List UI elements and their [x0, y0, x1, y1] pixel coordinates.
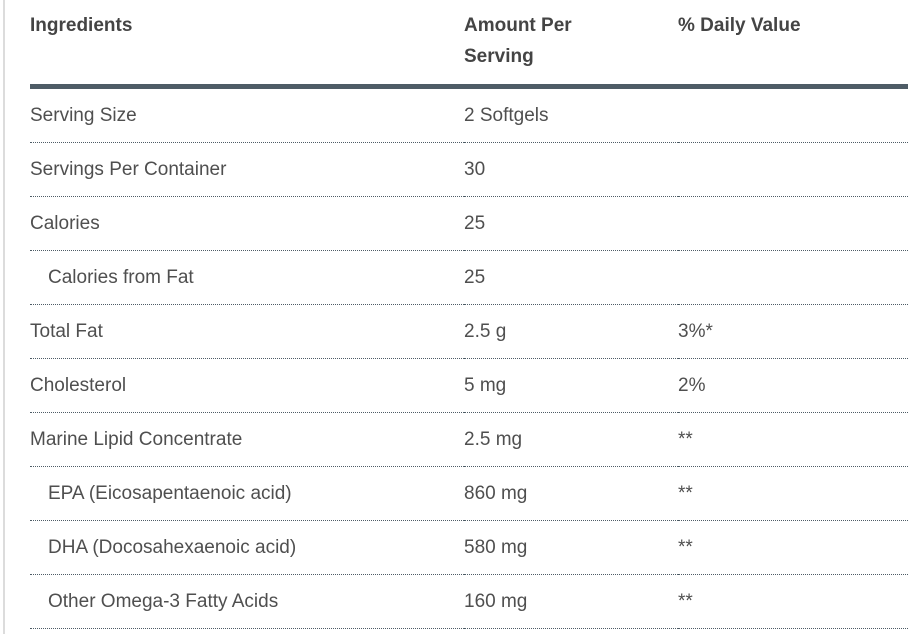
- amount-cell: 580 mg: [464, 520, 678, 575]
- ingredient-cell: Calories: [30, 196, 464, 251]
- table-row: Total Fat 2.5 g 3%*: [30, 304, 908, 359]
- ingredient-cell: DHA (Docosahexaenoic acid): [30, 520, 464, 575]
- daily-value-cell: [678, 86, 908, 143]
- column-header-daily-value-label: % Daily Value: [678, 15, 801, 36]
- daily-value-cell: **: [678, 520, 908, 575]
- table-row: Servings Per Container 30: [30, 142, 908, 197]
- daily-value-cell: [678, 250, 908, 305]
- left-divider-rule: [3, 0, 5, 634]
- table-row: EPA (Eicosapentaenoic acid) 860 mg **: [30, 466, 908, 521]
- ingredient-cell: EPA (Eicosapentaenoic acid): [30, 466, 464, 521]
- daily-value-cell: [678, 142, 908, 197]
- daily-value-cell: **: [678, 466, 908, 521]
- ingredient-cell: Other Omega-3 Fatty Acids: [30, 574, 464, 629]
- amount-cell: 160 mg: [464, 574, 678, 629]
- ingredient-cell: Calories from Fat: [30, 250, 464, 305]
- amount-cell: 25: [464, 250, 678, 305]
- table-row: Calories from Fat 25: [30, 250, 908, 305]
- column-header-ingredients-label: Ingredients: [30, 15, 133, 36]
- amount-cell: 25: [464, 196, 678, 251]
- ingredient-cell: Serving Size: [30, 86, 464, 143]
- amount-cell: 2.5 g: [464, 304, 678, 359]
- column-header-ingredients: Ingredients: [30, 0, 464, 89]
- table-row: Calories 25: [30, 196, 908, 251]
- ingredient-cell: Servings Per Container: [30, 142, 464, 197]
- table-row: DHA (Docosahexaenoic acid) 580 mg **: [30, 520, 908, 575]
- header-row: Ingredients Amount Per Serving % Daily V…: [30, 0, 908, 89]
- amount-cell: 30: [464, 142, 678, 197]
- table-row: Other Omega-3 Fatty Acids 160 mg **: [30, 574, 908, 629]
- daily-value-cell: **: [678, 574, 908, 629]
- table-row: Marine Lipid Concentrate 2.5 mg **: [30, 412, 908, 467]
- daily-value-cell: [678, 196, 908, 251]
- table-row: Cholesterol 5 mg 2%: [30, 358, 908, 413]
- column-header-amount-per-serving-label: Amount Per Serving: [464, 15, 572, 67]
- column-header-amount-per-serving: Amount Per Serving: [464, 0, 678, 89]
- amount-cell: 5 mg: [464, 358, 678, 413]
- daily-value-cell: 2%: [678, 358, 908, 413]
- table-body: Serving Size 2 Softgels Servings Per Con…: [30, 86, 908, 629]
- ingredient-cell: Marine Lipid Concentrate: [30, 412, 464, 467]
- table-row: Serving Size 2 Softgels: [30, 86, 908, 143]
- daily-value-cell: 3%*: [678, 304, 908, 359]
- daily-value-cell: **: [678, 412, 908, 467]
- amount-cell: 2 Softgels: [464, 86, 678, 143]
- ingredients-table: Ingredients Amount Per Serving % Daily V…: [30, 0, 908, 629]
- amount-cell: 2.5 mg: [464, 412, 678, 467]
- ingredient-cell: Total Fat: [30, 304, 464, 359]
- table-header: Ingredients Amount Per Serving % Daily V…: [30, 0, 908, 89]
- amount-cell: 860 mg: [464, 466, 678, 521]
- column-header-daily-value: % Daily Value: [678, 0, 908, 89]
- ingredient-cell: Cholesterol: [30, 358, 464, 413]
